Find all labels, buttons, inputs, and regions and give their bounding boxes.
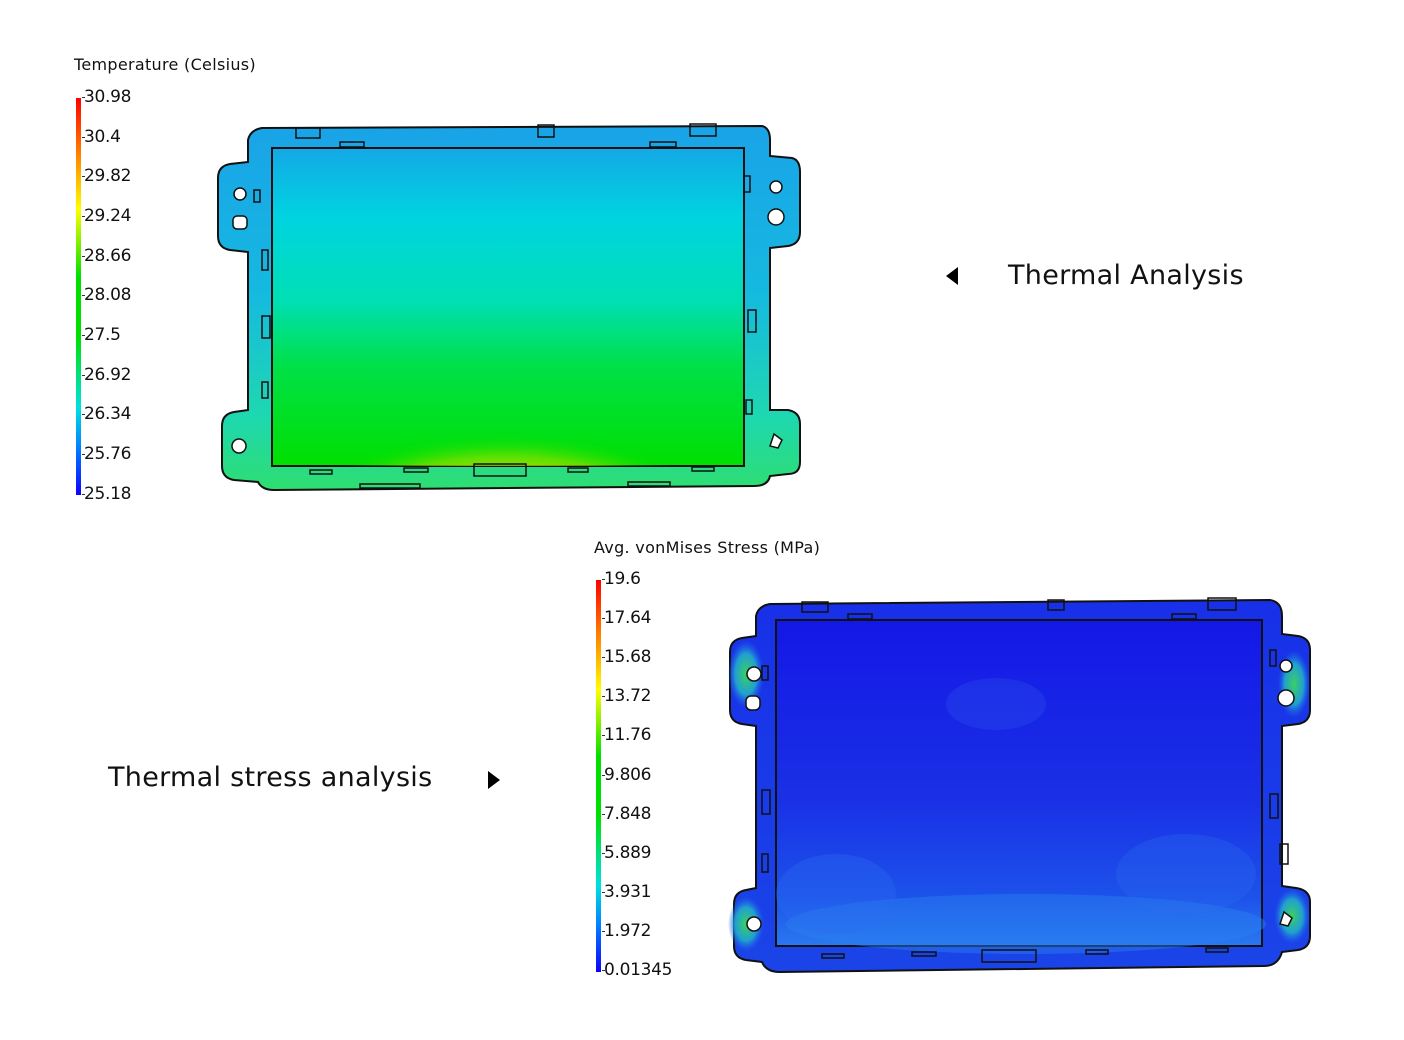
thermal-analysis-caption: Thermal Analysis (1008, 260, 1244, 291)
thermal-tick-label: 25.18 (81, 484, 132, 504)
thermal-contour-model (217, 123, 801, 492)
stress-legend-title: Avg. vonMises Stress (MPa) (594, 538, 821, 557)
stress-tick-label: 13.72 (601, 686, 652, 706)
thermal-tick-label: 29.24 (81, 206, 132, 226)
thermal-tick-label: 26.34 (81, 404, 132, 424)
stress-contour-model (728, 597, 1311, 974)
stress-tick-label: 17.64 (601, 608, 652, 628)
thermal-tick-label: 27.5 (82, 325, 121, 345)
stress-colorbar (596, 580, 601, 972)
stress-tick-label: 5.889 (601, 843, 652, 863)
thermal-tick-label: 29.82 (81, 166, 132, 186)
stress-tick-label: 0.01345 (601, 960, 673, 980)
stress-tick-label: 3.931 (601, 882, 652, 902)
thermal-tick-label: 25.76 (81, 444, 132, 464)
stress-tick-label: 19.6 (602, 569, 641, 589)
triangle-right-icon (488, 771, 500, 789)
thermal-tick-label: 26.92 (81, 365, 132, 385)
thermal-tick-label: 30.4 (82, 127, 121, 147)
thermal-tick-label: 30.98 (81, 87, 132, 107)
stress-tick-label: 15.68 (601, 647, 652, 667)
stress-tick-label: 9.806 (601, 765, 652, 785)
stress-tick-label: 1.972 (601, 921, 652, 941)
thermal-tick-label: 28.08 (81, 285, 132, 305)
stress-tick-label: 11.76 (601, 725, 652, 745)
thermal-tick-label: 28.66 (81, 246, 132, 266)
thermal-stress-analysis-caption: Thermal stress analysis (108, 762, 433, 793)
thermal-legend-title: Temperature (Celsius) (74, 55, 256, 74)
thermal-colorbar (76, 98, 81, 495)
stress-tick-label: 7.848 (601, 804, 652, 824)
triangle-left-icon (946, 267, 958, 285)
